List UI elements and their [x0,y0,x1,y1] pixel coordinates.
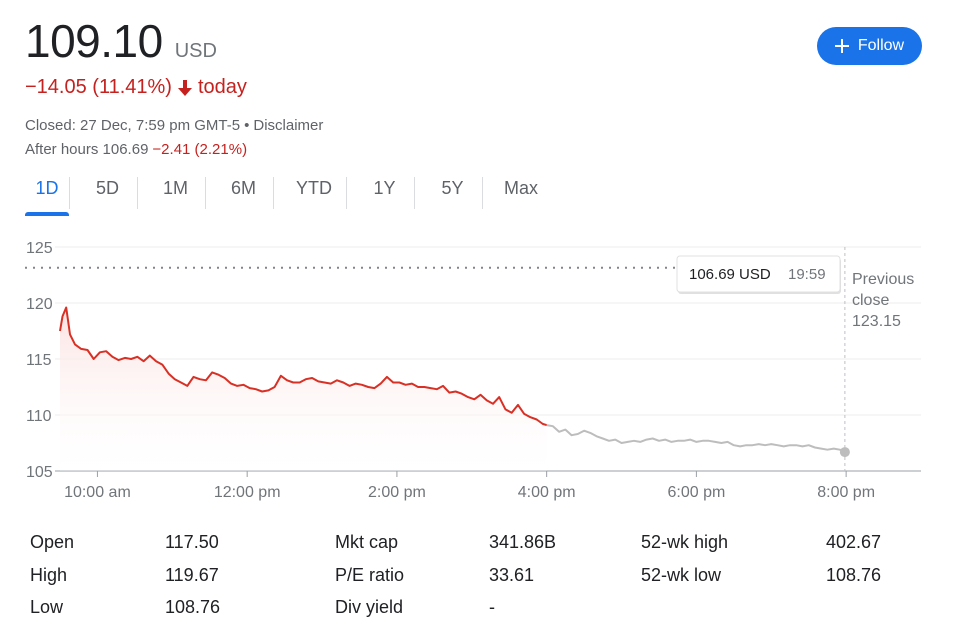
stat-label: 52-wk low [641,564,722,585]
y-tick-label: 105 [26,464,53,481]
disclaimer-link[interactable]: Disclaimer [253,117,324,134]
tab-separator [205,177,206,209]
tab-ytd[interactable]: YTD [296,178,332,198]
change-value: −14.05 (11.41%) [25,76,172,98]
follow-button[interactable]: Follow [817,27,922,65]
arrow-down-icon [177,79,192,97]
regular-session-area [60,307,547,471]
tab-6m[interactable]: 6M [230,178,256,198]
x-tick-label: 6:00 pm [667,484,725,501]
last-point-marker [839,447,850,458]
closed-time: Closed: 27 Dec, 7:59 pm GMT-5 [25,117,241,134]
separator-dot: • [244,117,250,134]
tab-separator [273,177,274,209]
previous-close-label-line: Previous [852,271,914,288]
tab-1m[interactable]: 1M [162,178,188,198]
tab-5d[interactable]: 5D [95,178,119,198]
y-tick-label: 110 [26,408,52,425]
tooltip-value: 106.69 USD [689,266,771,283]
after-hours-line [546,424,846,454]
after-hours: After hours 106.69 −2.41 (2.21%) [25,141,247,158]
x-tick-label: 12:00 pm [214,484,281,501]
y-tick-label: 120 [26,296,53,313]
currency-label: USD [174,40,217,62]
tab-separator [414,177,415,209]
regular-session-line [59,306,547,427]
x-tick-label: 2:00 pm [368,484,426,501]
tooltip-box [676,255,841,293]
price-change: −14.05 (11.41%) today [25,76,247,99]
tab-separator [69,177,70,209]
tab-5y[interactable]: 5Y [441,178,464,198]
previous-close-label-line: 123.15 [852,313,901,330]
after-hours-price: After hours 106.69 [25,141,149,158]
tab-1d[interactable]: 1D [25,178,69,216]
tab-separator [137,177,138,209]
stat-value: 117.50 [165,532,219,552]
stat-label: Low [30,597,64,617]
stat-label: High [30,564,68,585]
stat-value: 108.76 [826,564,882,585]
market-status: Closed: 27 Dec, 7:59 pm GMT-5 • Disclaimer [25,117,323,134]
tab-1y[interactable]: 1Y [373,178,396,198]
stat-value: 33.61 [489,564,535,585]
stat-label: P/E ratio [335,564,405,585]
tab-separator [482,177,483,209]
y-tick-label: 125 [26,240,53,257]
stat-value: 119.67 [165,564,219,585]
previous-close-label: Previous close 123.15 [852,271,914,330]
plus-icon [834,39,849,53]
follow-label: Follow [857,37,905,54]
stat-value: 108.76 [165,597,221,617]
stat-value: 341.86B [489,532,557,552]
after-hours-change: −2.41 (2.21%) [152,141,248,158]
stat-label: Open [30,532,75,552]
tooltip-time: 19:59 [788,266,826,283]
stat-label: 52-wk high [641,532,729,552]
change-suffix: today [197,76,247,98]
tab-max[interactable]: Max [503,178,538,198]
stat-label: Mkt cap [335,532,399,552]
stat-label: Div yield [335,597,404,617]
price-chart[interactable]: 105 110 115 120 125 10:00 am 12:00 pm 2:00 pm 4:… [0,225,980,515]
price-header: 109.10 USD [25,14,217,68]
x-tick-label: 10:00 am [64,484,131,501]
stat-value: 402.67 [826,532,882,552]
x-tick-label: 4:00 pm [518,484,576,501]
range-tabs: 1D 5D 1M 6M YTD 1Y 5Y Max [25,177,551,216]
current-price: 109.10 [25,15,163,67]
stat-value: - [489,597,495,617]
x-tick-label: 8:00 pm [817,484,875,501]
tab-separator [346,177,347,209]
previous-close-label-line: close [852,292,889,309]
y-tick-label: 115 [26,352,52,369]
